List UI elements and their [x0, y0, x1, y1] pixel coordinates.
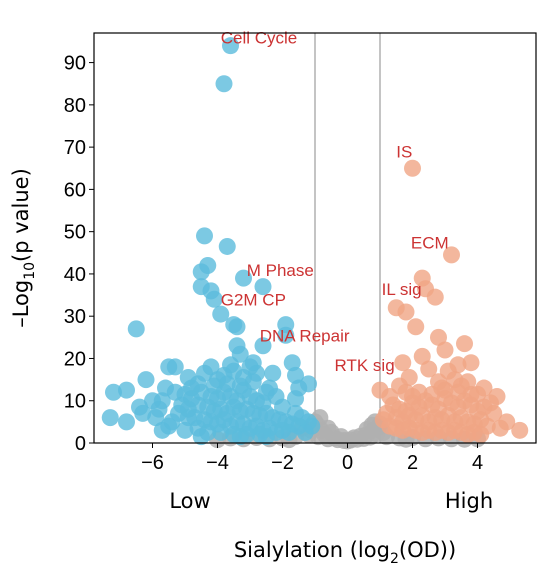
point-high	[420, 360, 438, 378]
point-high	[462, 354, 480, 372]
point-low	[134, 404, 152, 422]
point-low	[231, 428, 249, 446]
annotation-label: Cell Cycle	[221, 29, 298, 48]
point-low	[153, 392, 171, 410]
point-low	[147, 409, 165, 427]
y-tick-label: 60	[64, 179, 86, 201]
point-low	[179, 368, 197, 386]
annotation-label: IS	[396, 143, 412, 162]
point-high	[475, 398, 493, 416]
point-high	[433, 379, 451, 397]
annotation-label: IL sig	[382, 280, 422, 299]
point-low	[196, 227, 213, 245]
point-high	[472, 426, 490, 444]
point-low	[101, 409, 119, 427]
point-high	[488, 388, 506, 406]
x-tick-label: −6	[141, 452, 164, 474]
y-tick-label: 40	[64, 264, 86, 286]
x-axis-ticks: −6 −4 −2 0 2 4	[141, 443, 483, 474]
point-low	[202, 358, 220, 376]
point-high	[436, 341, 454, 359]
y-tick-label: 80	[64, 95, 86, 117]
annotations-layer: Cell Cycle IS ECM M Phase IL sig G2M CP DNA Re…	[221, 29, 449, 376]
point-low	[287, 390, 304, 408]
y-tick-label: 70	[64, 137, 86, 159]
y-tick-label: 90	[64, 53, 86, 75]
annotation-label: DNA Repair	[260, 327, 350, 346]
point-low	[160, 417, 178, 435]
y-tick-label: 10	[64, 391, 86, 413]
point-high	[400, 368, 418, 386]
point-high	[397, 383, 415, 401]
point-low	[296, 423, 314, 441]
x-tick-label: −2	[271, 452, 294, 474]
point-high	[491, 419, 509, 437]
point-low	[105, 383, 122, 401]
point-low	[254, 337, 272, 355]
point-low	[212, 305, 230, 323]
point-low	[222, 37, 239, 55]
y-axis-ticks: 0 10 20 30 40 50 60 70 80 90	[64, 53, 94, 455]
point-high	[456, 335, 473, 353]
point-high	[374, 411, 392, 429]
points-layer	[101, 37, 529, 450]
point-low	[192, 428, 210, 446]
point-high	[394, 354, 412, 372]
y-tick-label: 20	[64, 348, 86, 370]
point-low	[118, 413, 135, 431]
point-low	[205, 290, 223, 308]
point-low	[127, 320, 145, 338]
x-tick-label: 2	[407, 452, 418, 474]
y-tick-label: 30	[64, 306, 86, 328]
annotation-label: RTK sig	[335, 356, 395, 375]
point-low	[218, 237, 236, 255]
point-high	[404, 159, 421, 177]
plot-frame	[93, 32, 537, 444]
side-label-low: Low	[169, 489, 210, 513]
point-low	[261, 379, 278, 397]
point-high	[430, 328, 447, 346]
point-low	[280, 423, 298, 441]
point-low	[166, 383, 184, 401]
point-low	[137, 371, 155, 389]
y-tick-label: 0	[75, 433, 86, 455]
point-low	[277, 326, 295, 344]
x-tick-label: −4	[206, 452, 229, 474]
point-low	[264, 364, 282, 382]
point-low	[241, 358, 259, 376]
point-high	[426, 288, 444, 306]
point-low	[222, 356, 239, 374]
annotation-label: M Phase	[247, 261, 314, 280]
point-low	[118, 381, 135, 399]
point-high	[439, 362, 457, 380]
point-low	[257, 428, 275, 446]
point-low	[254, 278, 272, 296]
point-high	[413, 347, 431, 365]
point-low	[212, 423, 230, 441]
point-low	[283, 354, 301, 372]
x-tick-label: 4	[472, 452, 483, 474]
y-tick-label: 50	[64, 222, 86, 244]
side-label-high: High	[445, 489, 493, 513]
x-axis-title: Sialylation (log2(OD))	[234, 538, 456, 567]
annotation-label: G2M CP	[221, 291, 286, 310]
point-low	[160, 358, 178, 376]
point-low	[228, 318, 246, 336]
point-high	[452, 377, 470, 395]
point-low	[235, 269, 252, 287]
x-tick-label: 0	[342, 452, 353, 474]
point-high	[443, 246, 460, 264]
point-low	[215, 75, 233, 93]
point-high	[511, 421, 529, 439]
point-low	[176, 421, 194, 439]
point-high	[407, 318, 425, 336]
y-axis-title: –Log10(p value)	[9, 168, 38, 328]
point-low	[209, 371, 226, 389]
annotation-label: ECM	[411, 234, 449, 253]
point-high	[397, 303, 415, 321]
point-low	[192, 263, 210, 281]
